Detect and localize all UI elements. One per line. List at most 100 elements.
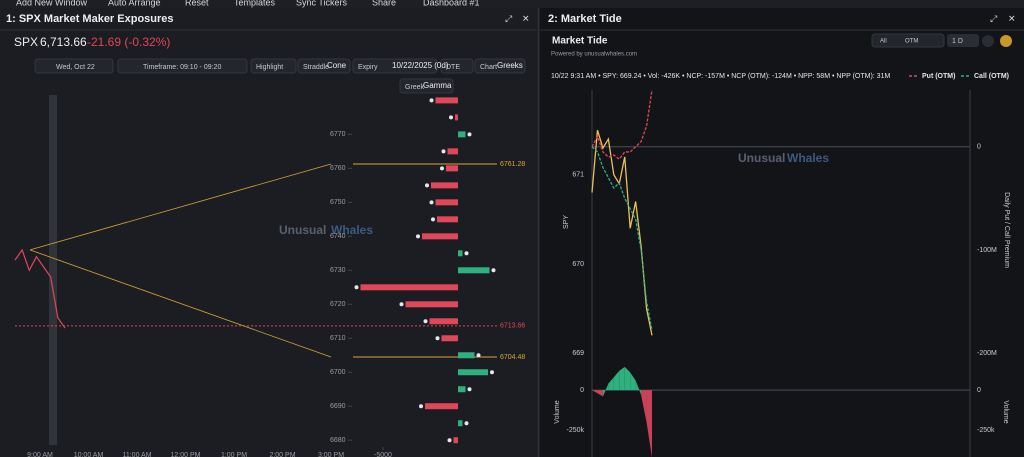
toolbar-button[interactable]: Share	[372, 0, 396, 7]
date-picker[interactable]	[34, 58, 114, 74]
highlight-band	[49, 95, 57, 445]
y-tick-label: 6690	[330, 403, 346, 410]
filter[interactable]	[871, 33, 945, 48]
axis-label: Volume	[554, 400, 561, 423]
gamma-dot	[490, 370, 494, 375]
gamma-bar	[447, 148, 458, 155]
powered-by: Powered by unusualwhales.com	[551, 52, 637, 58]
volume-area	[608, 377, 614, 391]
control-label[interactable]: Cone	[327, 61, 347, 70]
straddle[interactable]	[297, 58, 351, 74]
y-tick-label: 671	[572, 172, 584, 179]
alert[interactable]	[1000, 35, 1012, 47]
gamma-dot	[476, 353, 481, 358]
greek[interactable]	[399, 78, 454, 94]
y-tick-label: 6720	[330, 301, 346, 308]
gamma-dot	[429, 200, 434, 205]
gamma-dot	[423, 319, 428, 324]
gamma-bar	[429, 318, 458, 325]
time-label: 2:00 PM	[269, 452, 295, 457]
period[interactable]	[947, 34, 979, 47]
legend-label: Call (OTM)	[974, 73, 1009, 80]
gamma-dot	[419, 404, 423, 409]
gamma-bar	[435, 199, 458, 206]
heading: Market Tide	[552, 36, 608, 47]
left-panel	[0, 8, 537, 457]
control-label[interactable]: Greeks	[497, 61, 523, 70]
gamma-bar	[425, 403, 458, 410]
chip[interactable]: All	[880, 39, 887, 45]
refresh[interactable]	[982, 35, 994, 47]
price: 6,713.66	[40, 35, 87, 49]
control-label[interactable]: 10/22/2025 (0d)	[392, 61, 449, 70]
toolbar-button[interactable]: Reset	[185, 0, 209, 7]
volume-area	[597, 390, 603, 397]
control-label[interactable]: Gamma	[423, 81, 452, 90]
v-tick-label: 0	[977, 387, 981, 394]
toolbar-button[interactable]: Templates	[234, 0, 276, 7]
control-label[interactable]: Straddle	[303, 64, 329, 71]
gamma-dot	[431, 217, 435, 222]
close-icon[interactable]: ✕	[522, 13, 530, 23]
info-line: 10/22 9:31 AM • SPY: 669.24 • Vol: -426K…	[551, 73, 890, 80]
highlight[interactable]	[250, 58, 297, 74]
volume-area	[641, 390, 647, 423]
volume-area	[613, 370, 620, 391]
chart-type[interactable]	[474, 58, 526, 74]
axis-label: SPY	[563, 215, 570, 229]
chip[interactable]: 1 D	[952, 38, 963, 45]
expand-icon[interactable]: ⤢	[504, 13, 512, 23]
y-tick-label: 6750	[330, 199, 346, 206]
timeframe[interactable]	[117, 58, 248, 74]
control-label[interactable]: Chart	[480, 64, 497, 71]
toolbar-button[interactable]: Add New Window	[16, 0, 88, 7]
volume-area	[619, 366, 625, 391]
control-label[interactable]: Expiry	[358, 64, 378, 71]
control-label[interactable]: Timeframe: 09:10 - 09:20	[143, 64, 221, 71]
wm: Whales	[787, 151, 829, 165]
y-tick-label: 6740	[330, 233, 346, 240]
control-label[interactable]: Highlight	[256, 64, 283, 71]
toolbar-button[interactable]: Auto Arrange	[108, 0, 161, 7]
y2-tick-label: -200M	[977, 350, 997, 357]
time-label: 3:00 PM	[318, 452, 344, 457]
close-icon[interactable]: ✕	[1008, 13, 1016, 23]
gamma-bar	[458, 131, 466, 138]
expiry[interactable]	[352, 58, 438, 74]
gamma-bar	[458, 386, 466, 393]
expand-icon[interactable]: ⤢	[989, 13, 997, 23]
volume-area	[646, 390, 652, 457]
toolbar	[0, 0, 1024, 8]
control-label[interactable]: DTE	[446, 64, 460, 71]
gamma-dot	[464, 421, 469, 426]
gamma-dot	[435, 336, 440, 341]
gamma-dot	[467, 387, 472, 392]
dte[interactable]	[440, 58, 474, 74]
gamma-bar	[458, 420, 463, 427]
y-tick-label: 6700	[330, 369, 346, 376]
y-tick-label: 6760	[330, 165, 346, 172]
chip[interactable]: OTM	[905, 39, 918, 45]
v-tick-label: -250k	[566, 427, 584, 434]
toolbar-button[interactable]: Dashboard #1	[423, 0, 480, 7]
volume-area	[592, 390, 598, 394]
change: -21.69 (-0.32%)	[87, 35, 170, 49]
v-tick-label: -250k	[977, 427, 995, 434]
gamma-bar	[435, 97, 458, 104]
gamma-bar	[458, 250, 463, 257]
gamma-dot	[464, 251, 469, 256]
toolbar-button[interactable]: Sync Tickers	[296, 0, 348, 7]
series-line	[591, 89, 653, 161]
gamma-bar	[422, 233, 458, 240]
panel-title: 1: SPX Market Maker Exposures	[6, 13, 174, 25]
control-label[interactable]: Greek	[405, 84, 425, 91]
gamma-bar	[458, 267, 490, 274]
x-tick-label: -5000	[374, 452, 392, 457]
time-label: 10:00 AM	[74, 452, 104, 457]
y-tick-label: 669	[572, 350, 584, 357]
control-label[interactable]: Wed, Oct 22	[56, 64, 95, 71]
level-label: 6713.66	[500, 323, 525, 330]
ticker: SPX	[14, 35, 38, 49]
gamma-dot	[429, 98, 434, 103]
